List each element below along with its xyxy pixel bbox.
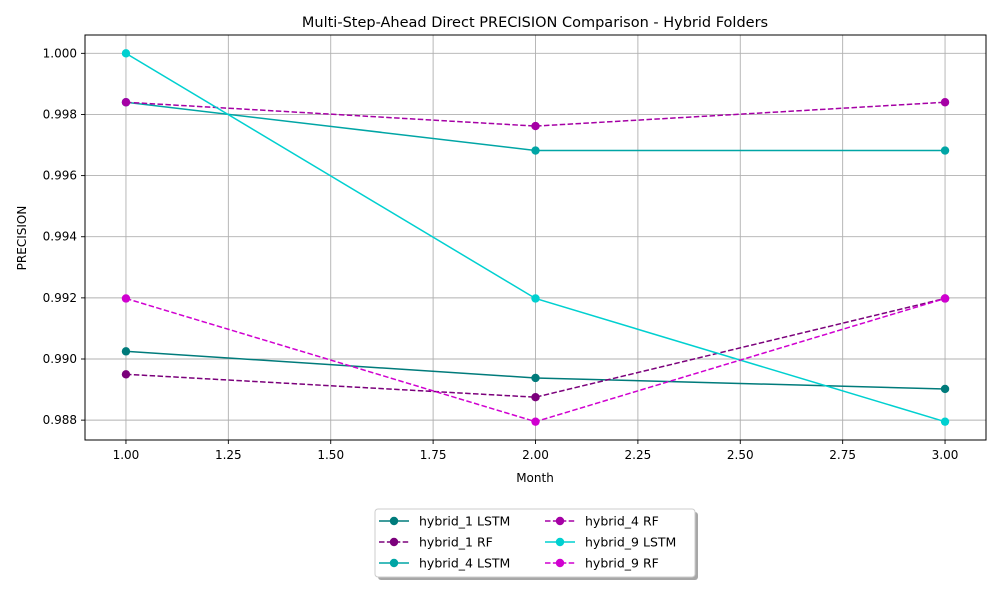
data-point [121,294,131,303]
y-tick-label: 0.996 [43,169,77,183]
legend-entry: hybrid_1 LSTM [379,514,510,529]
legend-entry: hybrid_1 RF [379,535,493,550]
data-point [531,146,540,155]
data-point [531,373,540,383]
legend-label: hybrid_9 LSTM [585,535,676,550]
legend-entry: hybrid_4 LSTM [379,556,510,571]
x-tick-label: 2.00 [522,448,549,462]
series-hybrid-9-rf [121,294,950,426]
series-layer [121,49,950,426]
x-axis: 1.00 1.25 1.50 1.75 2.00 2.25 2.50 2.75 3.00 [113,440,959,462]
y-tick-label: 0.998 [43,107,77,121]
data-point [121,49,131,58]
legend-label: hybrid_9 RF [585,556,659,571]
data-point [531,393,540,402]
x-tick-label: 1.75 [420,448,447,462]
x-tick-label: 3.00 [932,448,959,462]
legend-marker [555,558,565,568]
legend-marker [389,537,399,547]
data-point [121,370,131,379]
series-hybrid-4-rf [121,98,950,131]
data-point [121,98,131,107]
y-axis: 0.988 0.990 0.992 0.994 0.996 0.998 1.000 [43,46,85,427]
series-line [125,297,946,398]
legend-marker [389,558,399,568]
legend-entry: hybrid_4 RF [545,514,659,529]
data-point [531,121,540,131]
legend-marker [555,516,565,526]
data-point [940,294,950,303]
series-line [125,101,946,127]
x-tick-label: 1.25 [215,448,242,462]
data-point [940,384,950,394]
legend-marker [389,516,399,526]
legend-label: hybrid_1 LSTM [419,514,510,529]
legend-label: hybrid_4 RF [585,514,659,529]
legend-label: hybrid_4 LSTM [419,556,510,571]
legend-marker [555,537,565,547]
legend-box [374,508,696,578]
x-tick-label: 2.75 [829,448,856,462]
data-point [531,294,540,303]
x-tick-label: 1.00 [113,448,140,462]
data-point [940,417,950,426]
y-tick-label: 0.990 [43,352,77,366]
series-hybrid-1-lstm [121,347,950,394]
y-tick-label: 0.992 [43,291,77,305]
x-tick-label: 2.50 [727,448,754,462]
legend-entry: hybrid_9 RF [545,556,659,571]
legend-entry: hybrid_9 LSTM [545,535,676,550]
y-axis-label: PRECISION [15,206,29,271]
y-tick-label: 0.994 [43,230,77,244]
data-point [531,417,540,426]
data-point [940,98,950,107]
y-tick-label: 1.000 [43,46,77,60]
legend-label: hybrid_1 RF [419,535,493,550]
chart-title: Multi-Step-Ahead Direct PRECISION Compar… [302,15,768,31]
data-point [121,347,131,356]
x-tick-label: 1.50 [317,448,344,462]
data-point [940,146,950,155]
series-hybrid-9-lstm [121,49,950,426]
x-axis-label: Month [516,471,554,485]
y-tick-label: 0.988 [43,413,77,427]
legend: hybrid_1 LSTM hybrid_1 RF hybrid_4 LSTM hyb… [374,508,698,580]
x-tick-label: 2.25 [625,448,652,462]
